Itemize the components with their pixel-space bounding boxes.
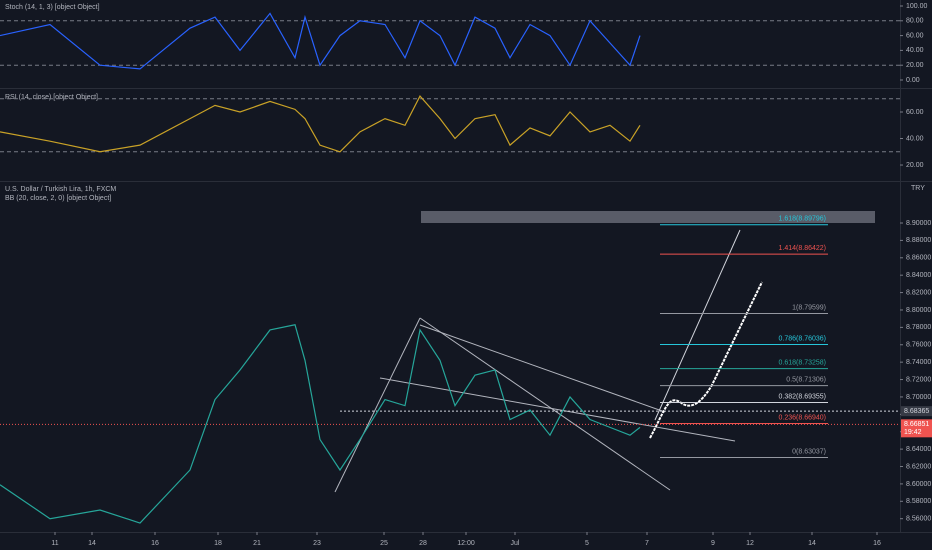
last-price-label: 8.66851 xyxy=(904,421,929,428)
rsi-title: RSI (14, close) [object Object] xyxy=(5,94,98,101)
fib-label: 0.786(8.76036) xyxy=(779,335,826,342)
marker-label: 8.68365 xyxy=(904,408,929,415)
target-zone xyxy=(421,211,875,223)
marker-box xyxy=(901,406,932,417)
y-tick-label: 8.64000 xyxy=(906,446,931,453)
fib-label: 0(8.63037) xyxy=(792,448,826,455)
y-tick-label: 8.82000 xyxy=(906,289,931,296)
y-tick-label: 8.80000 xyxy=(906,307,931,314)
fib-label: 0.236(8.66940) xyxy=(779,414,826,421)
x-tick-label: 28 xyxy=(419,540,427,547)
fib-label: 0.5(8.71306) xyxy=(786,376,826,383)
y-tick-label: 40.00 xyxy=(906,47,924,54)
y-tick-label: 8.78000 xyxy=(906,324,931,331)
series-line xyxy=(0,95,641,153)
y-tick-label: 8.88000 xyxy=(906,237,931,244)
last-price-box xyxy=(901,419,932,438)
y-tick-label: 20.00 xyxy=(906,62,924,69)
y-tick-label: 8.58000 xyxy=(906,498,931,505)
y-tick-label: 8.70000 xyxy=(906,394,931,401)
y-tick-label: 0.00 xyxy=(906,77,920,84)
x-tick-label: 9 xyxy=(711,540,715,547)
currency-unit: TRY xyxy=(911,185,925,192)
x-tick-label: 25 xyxy=(380,540,388,547)
y-tick-label: 40.00 xyxy=(906,135,924,142)
y-tick-label: 8.60000 xyxy=(906,481,931,488)
symbol-title: U.S. Dollar / Turkish Lira, 1h, FXCM xyxy=(5,186,116,193)
y-tick-label: 8.62000 xyxy=(906,463,931,470)
x-tick-label: 7 xyxy=(645,540,649,547)
channel-line xyxy=(419,317,671,491)
fib-label: 1(8.79599) xyxy=(792,304,826,311)
y-tick-label: 8.86000 xyxy=(906,255,931,262)
x-tick-label: 12 xyxy=(746,540,754,547)
y-tick-label: 60.00 xyxy=(906,32,924,39)
y-tick-label: 8.84000 xyxy=(906,272,931,279)
fib-label: 1.618(8.89796) xyxy=(779,216,826,223)
bb-title: BB (20, close, 2, 0) [object Object] xyxy=(5,195,111,202)
fib-label: 0.618(8.73258) xyxy=(779,359,826,366)
stoch-title: Stoch (14, 1, 3) [object Object] xyxy=(5,4,100,11)
y-tick-label: 8.74000 xyxy=(906,359,931,366)
series-line xyxy=(0,12,641,70)
y-tick-label: 100.00 xyxy=(906,3,928,10)
series-line xyxy=(0,324,641,524)
x-tick-label: Jul xyxy=(511,540,520,547)
x-tick-label: 5 xyxy=(585,540,589,547)
x-tick-label: 18 xyxy=(214,540,222,547)
x-tick-label: 16 xyxy=(151,540,159,547)
projection-path xyxy=(649,281,763,439)
fib-label: 1.414(8.86422) xyxy=(779,245,826,252)
x-tick-label: 14 xyxy=(808,540,816,547)
x-tick-label: 16 xyxy=(873,540,881,547)
y-tick-label: 20.00 xyxy=(906,162,924,169)
x-tick-label: 12:00 xyxy=(457,540,475,547)
x-tick-label: 21 xyxy=(253,540,261,547)
y-tick-label: 8.72000 xyxy=(906,376,931,383)
projection-line xyxy=(654,229,741,421)
channel-line xyxy=(379,377,736,442)
y-tick-label: 80.00 xyxy=(906,18,924,25)
y-tick-label: 60.00 xyxy=(906,109,924,116)
channel-line xyxy=(419,324,666,413)
x-tick-label: 14 xyxy=(88,540,96,547)
fib-label: 0.382(8.69355) xyxy=(779,393,826,400)
y-tick-label: 8.90000 xyxy=(906,220,931,227)
y-tick-label: 8.56000 xyxy=(906,516,931,523)
channel-line xyxy=(334,317,421,493)
x-tick-label: 23 xyxy=(313,540,321,547)
countdown-label: 19:42 xyxy=(904,429,922,436)
y-tick-label: 8.76000 xyxy=(906,342,931,349)
x-tick-label: 11 xyxy=(51,540,58,547)
